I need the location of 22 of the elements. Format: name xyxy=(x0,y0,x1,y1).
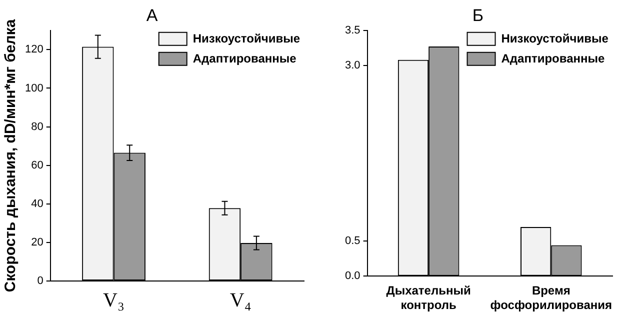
y-tick-label: 20 xyxy=(31,236,44,248)
legend-label: Адаптированные xyxy=(501,52,606,66)
y-tick-label: 0.5 xyxy=(344,235,360,248)
y-tick-label: 40 xyxy=(31,198,44,210)
y-tick-label: 100 xyxy=(24,82,44,94)
x-tick-label: Дыхательный контроль xyxy=(386,284,471,312)
x-tick-label: Время фосфорилирования xyxy=(490,284,612,312)
legend-label: Низкоустойчивые xyxy=(501,32,609,46)
y-tick-label: 80 xyxy=(31,120,44,133)
legend-label: Низкоустойчивые xyxy=(192,32,300,46)
y-axis-title: Скорость дыхания, dD/мин*мг белка xyxy=(2,18,20,292)
chart-title: А xyxy=(146,6,158,25)
y-tick-label: 0 xyxy=(37,275,44,288)
y-tick-label: 120 xyxy=(24,44,44,56)
legend-label: Адаптированные xyxy=(192,52,297,66)
y-tick-label: 3.5 xyxy=(344,24,360,36)
x-tick-label: V₄ xyxy=(230,289,252,312)
y-tick-label: 60 xyxy=(31,159,44,172)
chart-title: Б xyxy=(472,6,484,25)
y-tick-label: 3.0 xyxy=(344,60,360,72)
y-tick-label: 0.0 xyxy=(344,270,360,282)
x-tick-label: V₃ xyxy=(103,289,124,312)
